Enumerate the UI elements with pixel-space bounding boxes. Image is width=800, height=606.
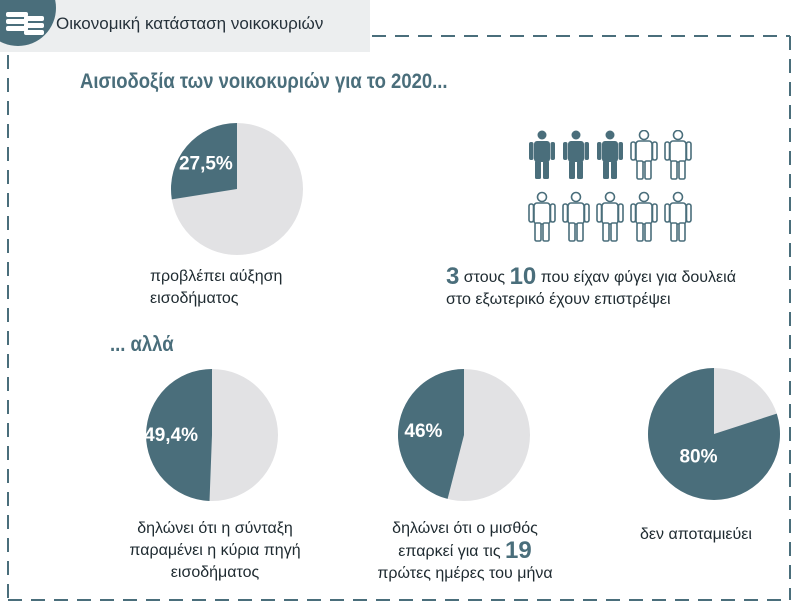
page-title: Αισιοδοξία των νοικοκυριών για το 2020..… [80,70,448,93]
header-title: Οικονομική κατάσταση νοικοκυριών [56,14,324,33]
pie-slice-value [170,123,237,200]
caption-line: δεν αποταμιεύει [640,526,752,543]
caption-line: εισοδήματος [170,564,260,581]
header-tab: Οικονομική κατάσταση νοικοκυριών [0,0,370,52]
caption-line: πρώτες ημέρες του μήνα [377,565,553,582]
caption-line: στο εξωτερικό έχουν επιστρέψει [446,291,671,308]
person-icon [664,191,692,242]
pie-slice-value [146,369,212,501]
person-icon [597,130,623,179]
pie-slice-value [397,369,464,499]
caption-line: παραμένει η κύρια πηγή [129,542,301,559]
pie-value-label: 80% [679,446,717,467]
pie-chart-salary: 46% [397,369,530,501]
caption-pension: δηλώνει ότι η σύνταξη παραμένει η κύρια … [110,518,320,584]
coin-stack-icon [0,0,56,46]
caption-returned-workers: 3 στους 10 που είχαν φύγει για δουλειά σ… [446,263,736,311]
caption-line: δηλώνει ότι η σύνταξη [137,520,293,537]
number-19: 19 [505,537,532,564]
person-icon [529,130,555,179]
pie-slice-value [648,368,781,500]
pictogram-people [528,130,692,242]
caption-line: εισοδήματος [150,290,239,307]
pie-chart-no-savings: 80% [648,368,781,500]
pie-chart-income-increase: 27,5% [170,123,303,255]
person-icon [664,130,692,180]
caption-no-savings: δεν αποταμιεύει [640,524,752,546]
number-3: 3 [446,263,460,290]
pie-value-label: 49,4% [145,425,198,446]
number-10: 10 [509,263,537,290]
caption-line: δηλώνει ότι ο μισθός [392,520,538,537]
caption-salary: δηλώνει ότι ο μισθός επαρκεί για τις 19 … [360,518,570,585]
person-icon [630,191,658,242]
pie-chart-pension: 49,4% [145,369,278,501]
person-icon [630,130,658,180]
person-icon [528,191,556,242]
caption-income-increase: προβλέπει αύξηση εισοδήματος [150,266,282,310]
caption-line: προβλέπει αύξηση [150,268,283,285]
section-subtitle: ... αλλά [110,333,174,356]
person-icon [596,191,624,242]
pie-value-label: 27,5% [179,153,233,174]
caption-text: επαρκεί για τις [398,543,505,560]
person-icon [563,130,589,179]
caption-text: στους [459,269,510,286]
caption-text: που είχαν φύγει για δουλειά [536,269,736,286]
pie-value-label: 46% [404,421,442,442]
person-icon [562,191,590,242]
